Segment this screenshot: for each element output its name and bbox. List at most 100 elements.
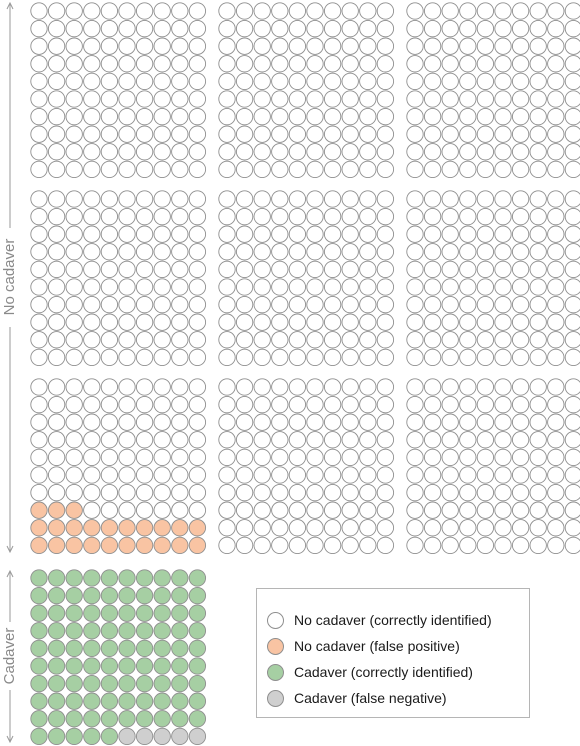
waffle-circle-no-cadaver-correct [547, 160, 565, 179]
waffle-circle-no-cadaver-false-positive [135, 536, 154, 555]
waffle-circle-no-cadaver-correct [376, 519, 395, 537]
waffle-circle-no-cadaver-correct [235, 190, 254, 208]
waffle-circle-no-cadaver-correct [47, 125, 66, 143]
waffle-circle-no-cadaver-correct [323, 90, 342, 108]
waffle-circle-no-cadaver-correct [135, 395, 154, 414]
waffle-circle-no-cadaver-correct [323, 207, 342, 226]
waffle-circle-no-cadaver-correct [30, 90, 48, 108]
waffle-circle-no-cadaver-correct [171, 207, 189, 226]
waffle-circle-no-cadaver-false-positive [171, 519, 189, 537]
waffle-circle-no-cadaver-correct [218, 225, 236, 243]
waffle-circle-no-cadaver-correct [529, 2, 547, 20]
waffle-circle-no-cadaver-correct [441, 225, 459, 243]
waffle-circle-no-cadaver-correct [83, 2, 101, 20]
waffle-circle-no-cadaver-correct [218, 190, 236, 208]
waffle-circle-no-cadaver-correct [376, 225, 395, 243]
waffle-circle-no-cadaver-false-positive [30, 536, 48, 555]
waffle-circle-no-cadaver-false-positive [171, 536, 189, 555]
waffle-circle-no-cadaver-correct [118, 72, 136, 91]
waffle-circle-cadaver-correct [83, 692, 101, 710]
waffle-circle-cadaver-correct [118, 639, 136, 658]
waffle-circle-no-cadaver-correct [235, 143, 254, 161]
waffle-circle-cadaver-correct [100, 622, 119, 640]
waffle-circle-cadaver-correct [30, 657, 48, 675]
waffle-circle-no-cadaver-correct [459, 160, 477, 179]
waffle-circle-no-cadaver-correct [253, 207, 271, 226]
waffle-circle-no-cadaver-correct [547, 243, 565, 261]
waffle-circle-no-cadaver-correct [494, 348, 512, 367]
waffle-circle-cadaver-correct [100, 727, 119, 746]
waffle-circle-no-cadaver-correct [83, 348, 101, 367]
waffle-circle-cadaver-correct [153, 639, 171, 658]
waffle-circle-no-cadaver-correct [494, 536, 512, 555]
waffle-circle-cadaver-correct [135, 710, 154, 728]
waffle-circle-no-cadaver-correct [135, 19, 154, 38]
waffle-circle-no-cadaver-correct [406, 501, 424, 519]
waffle-circle-no-cadaver-correct [459, 395, 477, 414]
waffle-circle-no-cadaver-correct [153, 125, 171, 143]
waffle-circle-no-cadaver-correct [171, 413, 189, 431]
waffle-circle-no-cadaver-correct [47, 331, 66, 349]
waffle-circle-no-cadaver-correct [423, 483, 442, 502]
waffle-circle-no-cadaver-correct [376, 431, 395, 449]
waffle-circle-no-cadaver-correct [30, 466, 48, 484]
waffle-circle-no-cadaver-correct [547, 536, 565, 555]
waffle-circle-no-cadaver-correct [271, 448, 289, 467]
waffle-circle-no-cadaver-correct [235, 225, 254, 243]
waffle-circle-no-cadaver-correct [341, 72, 359, 91]
waffle-circle-no-cadaver-correct [271, 431, 289, 449]
waffle-circle-no-cadaver-correct [529, 431, 547, 449]
waffle-circle-no-cadaver-correct [65, 431, 83, 449]
waffle-circle-no-cadaver-correct [441, 243, 459, 261]
waffle-circle-no-cadaver-correct [459, 90, 477, 108]
waffle-circle-no-cadaver-correct [306, 55, 324, 73]
waffle-circle-no-cadaver-correct [406, 331, 424, 349]
waffle-circle-no-cadaver-correct [65, 483, 83, 502]
legend-swatch-no-cadaver-false-positive [267, 637, 284, 655]
waffle-circle-no-cadaver-correct [359, 378, 377, 396]
waffle-circle-no-cadaver-correct [459, 207, 477, 226]
waffle-circle-no-cadaver-correct [459, 348, 477, 367]
waffle-circle-no-cadaver-correct [459, 413, 477, 431]
waffle-circle-no-cadaver-correct [83, 466, 101, 484]
waffle-circle-no-cadaver-correct [459, 331, 477, 349]
waffle-circle-no-cadaver-false-positive [47, 501, 66, 519]
waffle-circle-no-cadaver-correct [423, 225, 442, 243]
waffle-circle-no-cadaver-correct [253, 413, 271, 431]
waffle-circle-no-cadaver-correct [459, 378, 477, 396]
waffle-circle-no-cadaver-correct [341, 348, 359, 367]
waffle-circle-no-cadaver-correct [529, 348, 547, 367]
waffle-circle-no-cadaver-correct [30, 2, 48, 20]
waffle-circle-no-cadaver-correct [153, 348, 171, 367]
waffle-circle-no-cadaver-correct [306, 190, 324, 208]
waffle-circle-no-cadaver-correct [441, 278, 459, 296]
waffle-circle-no-cadaver-correct [441, 413, 459, 431]
waffle-circle-no-cadaver-correct [306, 37, 324, 55]
waffle-circle-no-cadaver-correct [253, 37, 271, 55]
waffle-circle-no-cadaver-correct [564, 225, 580, 243]
waffle-circle-no-cadaver-correct [423, 295, 442, 314]
waffle-circle-no-cadaver-correct [253, 483, 271, 502]
waffle-circle-cadaver-correct [47, 692, 66, 710]
waffle-circle-cadaver-correct [135, 674, 154, 693]
waffle-circle-no-cadaver-correct [376, 483, 395, 502]
waffle-circle-no-cadaver-correct [188, 160, 207, 179]
waffle-circle-no-cadaver-correct [153, 413, 171, 431]
waffle-circle-cadaver-correct [135, 692, 154, 710]
waffle-circle-no-cadaver-correct [271, 501, 289, 519]
waffle-circle-no-cadaver-correct [341, 536, 359, 555]
waffle-circle-no-cadaver-correct [376, 90, 395, 108]
waffle-circle-no-cadaver-correct [476, 501, 495, 519]
waffle-circle-no-cadaver-correct [323, 413, 342, 431]
waffle-circle-no-cadaver-correct [529, 143, 547, 161]
waffle-circle-no-cadaver-correct [188, 348, 207, 367]
waffle-circle-no-cadaver-correct [118, 225, 136, 243]
waffle-circle-no-cadaver-correct [135, 466, 154, 484]
waffle-circle-no-cadaver-correct [271, 207, 289, 226]
waffle-circle-cadaver-correct [30, 622, 48, 640]
waffle-circle-no-cadaver-correct [423, 536, 442, 555]
waffle-circle-no-cadaver-correct [547, 295, 565, 314]
waffle-circle-no-cadaver-correct [118, 107, 136, 126]
waffle-circle-no-cadaver-correct [65, 448, 83, 467]
waffle-circle-no-cadaver-correct [171, 260, 189, 279]
